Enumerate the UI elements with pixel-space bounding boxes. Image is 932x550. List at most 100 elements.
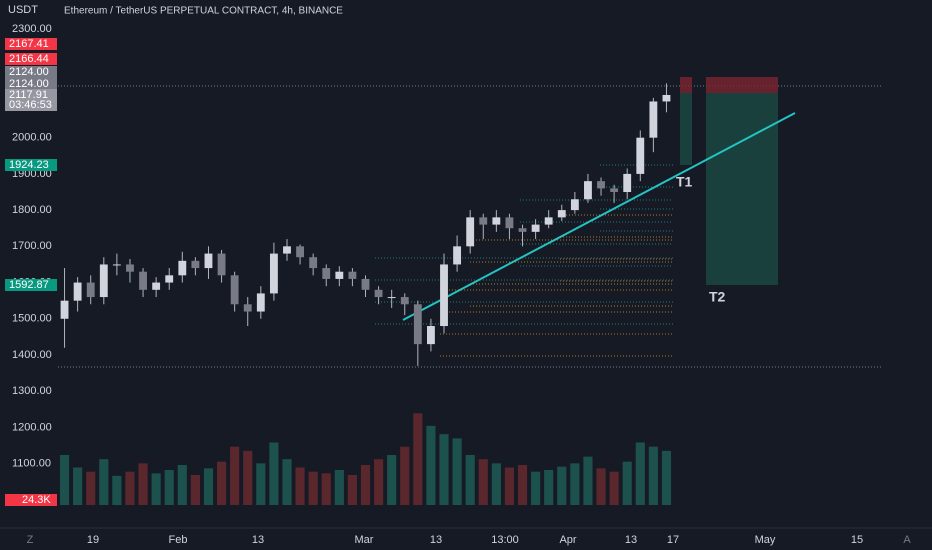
volume-bar [413,413,423,505]
candle-body [649,101,658,138]
candle-body [152,282,161,290]
volume-bar [243,450,253,505]
price-tag-label: 24.3K [22,494,51,506]
volume-bar [452,438,462,505]
candle-body [309,257,318,269]
auto-button[interactable]: A [903,534,911,546]
volume-bar [190,475,200,505]
candle-body [73,282,82,301]
volume-bar [635,442,645,505]
price-tag-label: 2124.00 [9,78,49,90]
candle-body [662,94,671,102]
candle-body [361,278,370,290]
volume-bar [570,463,580,505]
price-tag [5,89,57,101]
volume-bar [465,455,475,505]
candle-body [427,326,435,345]
candle-body [256,293,265,312]
volume-bar [269,442,279,505]
candle-body [322,268,331,279]
price-tag-label: 2167.41 [9,38,49,50]
volume-bar [112,475,122,505]
volume-bar [517,465,528,505]
price-tag-label: 2117.91 [9,89,48,101]
price-tag [5,66,57,78]
volume-bar [387,455,397,505]
volume-bar [374,459,384,505]
candle-body [557,210,566,218]
candle-body [453,246,462,265]
candle-body [243,304,252,312]
t2-label: T2 [709,289,726,305]
candle-body [217,253,226,276]
candle-body [636,137,645,174]
y-tick-label: 1800.00 [12,204,52,216]
volume-bar [360,465,371,505]
candle-body [387,297,396,299]
x-tick-label: Mar [355,534,374,546]
candle-body [623,173,632,193]
volume-bar [609,471,619,505]
title: Ethereum / TetherUS PERPETUAL CONTRACT, … [64,6,343,17]
zoom-button[interactable]: Z [27,534,34,546]
price-tag [5,279,57,291]
y-tick-label: 1300.00 [12,385,52,397]
volume-bar [321,473,331,505]
volume-bar [426,425,436,505]
target-zone [706,93,778,285]
candle-body [191,260,200,269]
volume-bar [583,456,593,505]
t1-label: T1 [676,174,693,190]
candle-body [531,224,540,232]
volume-bar [86,471,96,505]
volume-bar [295,467,305,505]
volume-bar [622,461,632,505]
volume-bar [648,446,658,505]
candle-body [60,300,69,319]
volume-bar [308,471,318,505]
price-tag-label: 1924.23 [9,159,49,171]
price-tag [5,78,57,90]
volume-bar [230,446,240,505]
volume-bar [59,455,70,505]
volume-bar [125,471,135,505]
candle-body [374,289,383,298]
volume-bar [400,446,410,505]
candle-body [335,271,344,279]
y-tick-label: 1100.00 [12,458,51,470]
x-tick-label: 15 [851,534,863,546]
volume-bar [439,434,449,505]
y-tick-label: 1400.00 [12,349,52,361]
candle-body [178,260,187,276]
candle-body [283,246,291,254]
x-tick-label: 13 [252,534,264,546]
trend-line [402,112,796,321]
candle-body [165,275,174,283]
x-tick-label: May [755,534,776,546]
price-tag-label: 1592.87 [9,279,49,291]
y-tick-label: 2000.00 [12,132,52,144]
volume-bar [256,463,266,505]
price-tag-label: 2166.44 [9,53,49,65]
candle-body [400,297,409,305]
volume-bar [138,463,148,505]
drawings [58,77,882,368]
candle-body [139,271,147,290]
price-tag [5,159,57,171]
candle-body [440,264,448,327]
x-tick-label: 19 [87,534,99,546]
volume-bar [334,470,344,505]
price-tag-label: 2124.00 [9,66,49,78]
candle-body [518,228,527,232]
x-tick-label: 13 [625,534,637,546]
candle-body [126,264,134,272]
x-tick-label: Feb [169,534,188,546]
candle-body [413,304,422,345]
volume-bar [282,459,292,505]
candle-body [204,253,213,269]
x-tick-label: Apr [559,534,576,546]
y-tick-label: 2300.00 [12,23,52,35]
candle-body [544,217,553,225]
candle-body [348,271,357,279]
